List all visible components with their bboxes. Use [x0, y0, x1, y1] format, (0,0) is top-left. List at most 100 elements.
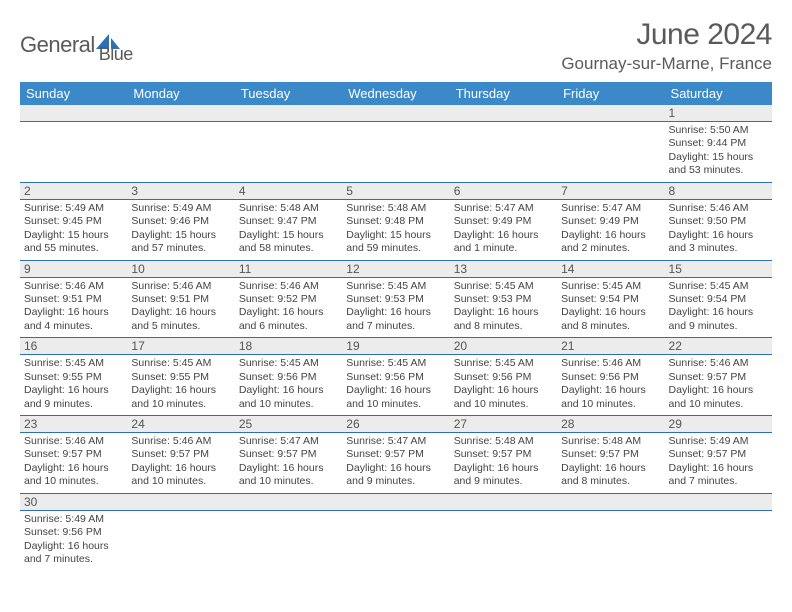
sunset-text: Sunset: 9:56 PM [561, 371, 660, 384]
daylight-text: Daylight: 16 hours [454, 229, 553, 242]
sunrise-text: Sunrise: 5:45 AM [24, 357, 123, 370]
day-number-cell: 18 [235, 338, 342, 355]
sunset-text: Sunset: 9:51 PM [24, 293, 123, 306]
day-number-cell: 15 [665, 260, 772, 277]
day-detail-cell [557, 122, 664, 183]
day-detail-cell [127, 122, 234, 183]
daylight-text: Daylight: 16 hours [561, 384, 660, 397]
daylight-text: and 9 minutes. [24, 398, 123, 411]
sunset-text: Sunset: 9:51 PM [131, 293, 230, 306]
daylight-text: Daylight: 16 hours [131, 384, 230, 397]
daylight-text: and 6 minutes. [239, 320, 338, 333]
day-detail-cell: Sunrise: 5:45 AMSunset: 9:53 PMDaylight:… [450, 277, 557, 338]
daylight-text: Daylight: 16 hours [239, 462, 338, 475]
day-detail-cell: Sunrise: 5:49 AMSunset: 9:45 PMDaylight:… [20, 199, 127, 260]
sunrise-text: Sunrise: 5:45 AM [131, 357, 230, 370]
day-number-cell [342, 105, 449, 122]
day-detail-cell: Sunrise: 5:48 AMSunset: 9:48 PMDaylight:… [342, 199, 449, 260]
day-number-cell: 1 [665, 105, 772, 122]
page-header: General Blue June 2024 Gournay-sur-Marne… [20, 18, 772, 74]
day-number-cell: 20 [450, 338, 557, 355]
daylight-text: and 3 minutes. [669, 242, 768, 255]
sunset-text: Sunset: 9:48 PM [346, 215, 445, 228]
daylight-text: Daylight: 15 hours [669, 151, 768, 164]
daylight-text: Daylight: 16 hours [454, 306, 553, 319]
day-detail-cell: Sunrise: 5:46 AMSunset: 9:57 PMDaylight:… [665, 355, 772, 416]
sunset-text: Sunset: 9:54 PM [561, 293, 660, 306]
day-number-cell: 9 [20, 260, 127, 277]
weekday-header: Monday [127, 82, 234, 105]
day-number-cell [235, 105, 342, 122]
daylight-text: and 8 minutes. [561, 475, 660, 488]
day-number-cell: 21 [557, 338, 664, 355]
day-number-cell: 16 [20, 338, 127, 355]
week-daynum-row: 23242526272829 [20, 416, 772, 433]
day-detail-cell: Sunrise: 5:48 AMSunset: 9:57 PMDaylight:… [557, 433, 664, 494]
day-number-cell [342, 493, 449, 510]
sunrise-text: Sunrise: 5:46 AM [24, 280, 123, 293]
daylight-text: Daylight: 16 hours [561, 306, 660, 319]
daylight-text: and 5 minutes. [131, 320, 230, 333]
day-detail-cell [235, 122, 342, 183]
sunset-text: Sunset: 9:57 PM [239, 448, 338, 461]
day-detail-cell: Sunrise: 5:45 AMSunset: 9:55 PMDaylight:… [127, 355, 234, 416]
day-number-cell: 5 [342, 182, 449, 199]
sunset-text: Sunset: 9:54 PM [669, 293, 768, 306]
daylight-text: Daylight: 16 hours [131, 306, 230, 319]
daylight-text: and 10 minutes. [561, 398, 660, 411]
daylight-text: and 7 minutes. [24, 553, 123, 566]
sunrise-text: Sunrise: 5:48 AM [239, 202, 338, 215]
day-detail-cell: Sunrise: 5:45 AMSunset: 9:56 PMDaylight:… [450, 355, 557, 416]
daylight-text: and 59 minutes. [346, 242, 445, 255]
weekday-header: Wednesday [342, 82, 449, 105]
weekday-header: Saturday [665, 82, 772, 105]
day-number-cell: 30 [20, 493, 127, 510]
day-detail-cell [342, 510, 449, 570]
day-detail-cell: Sunrise: 5:46 AMSunset: 9:52 PMDaylight:… [235, 277, 342, 338]
sunrise-text: Sunrise: 5:47 AM [454, 202, 553, 215]
week-body-row: Sunrise: 5:46 AMSunset: 9:51 PMDaylight:… [20, 277, 772, 338]
day-number-cell: 26 [342, 416, 449, 433]
sunset-text: Sunset: 9:55 PM [131, 371, 230, 384]
week-body-row: Sunrise: 5:49 AMSunset: 9:45 PMDaylight:… [20, 199, 772, 260]
sunset-text: Sunset: 9:47 PM [239, 215, 338, 228]
sunset-text: Sunset: 9:53 PM [346, 293, 445, 306]
daylight-text: and 10 minutes. [131, 475, 230, 488]
sunset-text: Sunset: 9:57 PM [454, 448, 553, 461]
day-detail-cell: Sunrise: 5:45 AMSunset: 9:54 PMDaylight:… [665, 277, 772, 338]
day-detail-cell: Sunrise: 5:45 AMSunset: 9:56 PMDaylight:… [342, 355, 449, 416]
calendar-header-row: SundayMondayTuesdayWednesdayThursdayFrid… [20, 82, 772, 105]
week-daynum-row: 16171819202122 [20, 338, 772, 355]
daylight-text: and 9 minutes. [669, 320, 768, 333]
daylight-text: and 10 minutes. [346, 398, 445, 411]
day-number-cell: 22 [665, 338, 772, 355]
daylight-text: and 9 minutes. [454, 475, 553, 488]
daylight-text: and 10 minutes. [131, 398, 230, 411]
sunrise-text: Sunrise: 5:47 AM [561, 202, 660, 215]
sunrise-text: Sunrise: 5:45 AM [561, 280, 660, 293]
sunrise-text: Sunrise: 5:49 AM [669, 435, 768, 448]
day-number-cell: 4 [235, 182, 342, 199]
day-number-cell: 19 [342, 338, 449, 355]
day-detail-cell: Sunrise: 5:48 AMSunset: 9:57 PMDaylight:… [450, 433, 557, 494]
sunset-text: Sunset: 9:55 PM [24, 371, 123, 384]
day-number-cell: 6 [450, 182, 557, 199]
day-number-cell [235, 493, 342, 510]
day-number-cell: 27 [450, 416, 557, 433]
day-number-cell: 14 [557, 260, 664, 277]
daylight-text: Daylight: 15 hours [346, 229, 445, 242]
day-number-cell: 13 [450, 260, 557, 277]
daylight-text: and 4 minutes. [24, 320, 123, 333]
calendar-table: SundayMondayTuesdayWednesdayThursdayFrid… [20, 82, 772, 571]
daylight-text: Daylight: 15 hours [239, 229, 338, 242]
sunrise-text: Sunrise: 5:46 AM [669, 357, 768, 370]
sunrise-text: Sunrise: 5:46 AM [131, 280, 230, 293]
daylight-text: Daylight: 16 hours [454, 384, 553, 397]
sunrise-text: Sunrise: 5:45 AM [239, 357, 338, 370]
daylight-text: and 1 minute. [454, 242, 553, 255]
sunrise-text: Sunrise: 5:47 AM [346, 435, 445, 448]
day-detail-cell: Sunrise: 5:49 AMSunset: 9:46 PMDaylight:… [127, 199, 234, 260]
day-detail-cell: Sunrise: 5:48 AMSunset: 9:47 PMDaylight:… [235, 199, 342, 260]
day-number-cell [127, 493, 234, 510]
day-detail-cell: Sunrise: 5:49 AMSunset: 9:57 PMDaylight:… [665, 433, 772, 494]
